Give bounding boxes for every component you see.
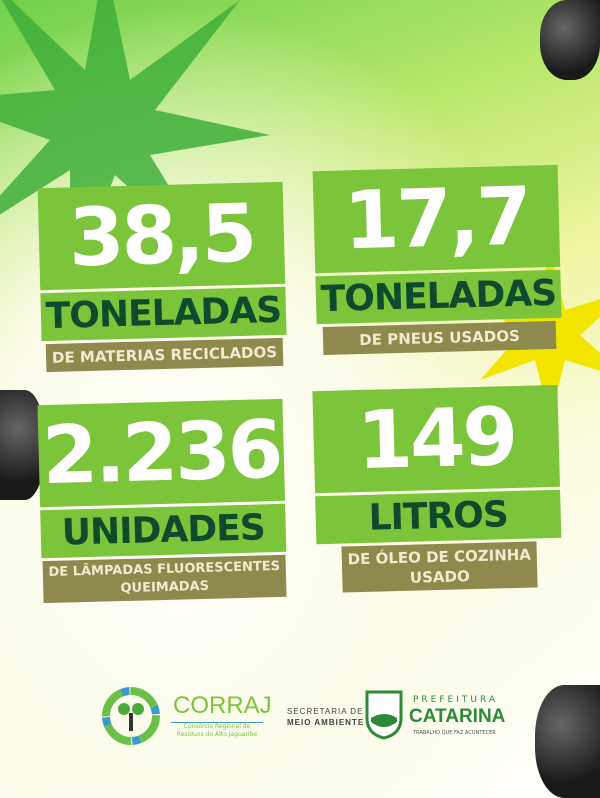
stat-card-cooking-oil: 149 LITROS DE ÓLEO DE COZINHA USADO bbox=[312, 384, 562, 593]
stat-description: DE ÓLEO DE COZINHA USADO bbox=[341, 541, 538, 593]
stat-description: DE MATERIAS RECICLADOS bbox=[45, 337, 284, 373]
green-starburst-decoration bbox=[0, 0, 270, 290]
stat-card-recycled-materials: 38,5 TONELADAS DE MATERIAS RECICLADOS bbox=[37, 181, 288, 373]
stat-unit: TONELADAS bbox=[315, 269, 562, 325]
prefeitura-name: CATARINA bbox=[409, 706, 506, 727]
stat-card-used-tires: 17,7 TONELADAS DE PNEUS USADOS bbox=[312, 164, 563, 356]
stat-value: 2.236 bbox=[37, 398, 286, 508]
corraj-recycle-logo bbox=[102, 687, 160, 745]
secretaria-line1: SECRETARIA DE bbox=[287, 707, 364, 716]
stat-description: DE LÂMPADAS FLUORESCENTES QUEIMADAS bbox=[42, 554, 287, 604]
stat-unit: UNIDADES bbox=[40, 503, 287, 559]
catarina-crest-icon bbox=[365, 690, 403, 740]
stat-value: 17,7 bbox=[312, 164, 561, 274]
footer-logos: CORRAJ Consórcio Regional de Resíduos do… bbox=[95, 680, 515, 760]
stat-value: 149 bbox=[312, 384, 560, 494]
secretaria-line2: MEIO AMBIENTE bbox=[287, 718, 365, 727]
stat-value: 38,5 bbox=[37, 181, 286, 291]
trash-bag-decoration bbox=[535, 685, 600, 798]
stat-unit: LITROS bbox=[315, 489, 562, 545]
stat-unit: TONELADAS bbox=[40, 286, 287, 342]
corraj-name: CORRAJ bbox=[173, 692, 272, 719]
corraj-tagline: Consórcio Regional de Resíduos do Alto J… bbox=[171, 722, 263, 739]
prefeitura-label: PREFEITURA bbox=[413, 695, 499, 705]
stat-card-fluorescent-lamps: 2.236 UNIDADES DE LÂMPADAS FLUORESCENTES… bbox=[37, 398, 287, 604]
prefeitura-tagline: TRABALHO QUE FAZ ACONTECER bbox=[413, 730, 496, 736]
trash-bag-decoration bbox=[540, 0, 600, 80]
